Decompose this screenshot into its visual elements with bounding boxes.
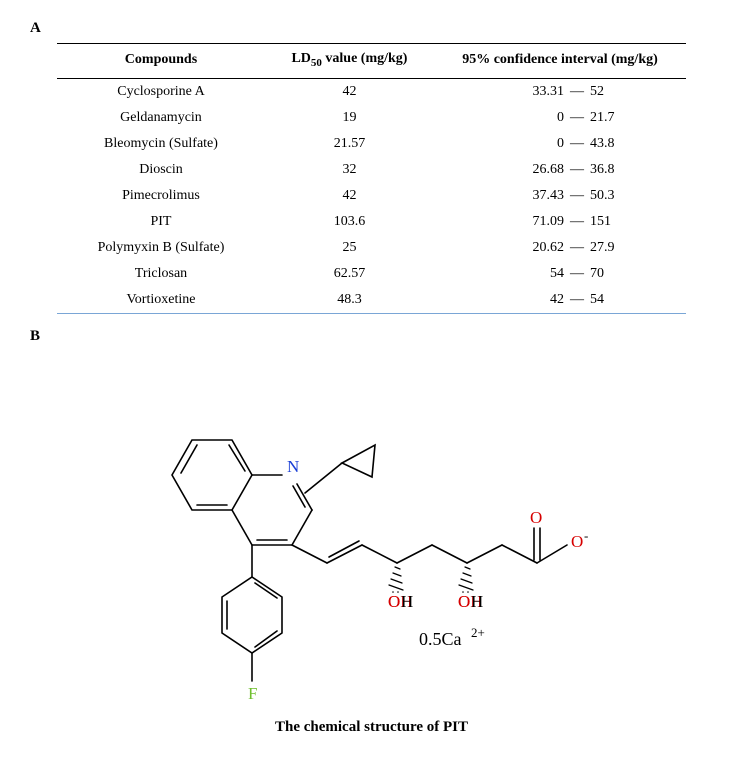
- cell-ld50: 48.3: [265, 287, 435, 314]
- cell-compound: Geldanamycin: [57, 105, 264, 131]
- panel-a-label: A: [30, 20, 713, 37]
- th-ld50: LD50 value (mg/kg): [265, 44, 435, 79]
- cell-ld50: 32: [265, 157, 435, 183]
- panel-b-caption: The chemical structure of PIT: [275, 719, 468, 736]
- ld50-sub: 50: [311, 57, 322, 69]
- ca-sup: 2+: [471, 625, 485, 640]
- cell-ld50: 42: [265, 183, 435, 209]
- table-row: Polymyxin B (Sulfate)2520.62—27.9: [57, 235, 685, 261]
- cell-ci: 33.31—52: [434, 78, 685, 105]
- pit-structure: N OH OH O H O H O O - F 0.5Ca 2+: [137, 345, 607, 715]
- table-row: PIT103.671.09—151: [57, 209, 685, 235]
- table-row: Cyclosporine A4233.31—52: [57, 78, 685, 105]
- cell-ld50: 42: [265, 78, 435, 105]
- cell-compound: Dioscin: [57, 157, 264, 183]
- ld50-table: Compounds LD50 value (mg/kg) 95% confide…: [57, 43, 685, 314]
- cell-ld50: 62.57: [265, 261, 435, 287]
- th-ci: 95% confidence interval (mg/kg): [434, 44, 685, 79]
- atom-OH1-H: H: [401, 592, 413, 611]
- th-compounds: Compounds: [57, 44, 264, 79]
- cell-ci: 0—21.7: [434, 105, 685, 131]
- table-row: Geldanamycin190—21.7: [57, 105, 685, 131]
- table-body: Cyclosporine A4233.31—52Geldanamycin190—…: [57, 78, 685, 313]
- atom-OH2-O: O: [458, 592, 470, 611]
- cell-compound: PIT: [57, 209, 264, 235]
- cell-compound: Pimecrolimus: [57, 183, 264, 209]
- atom-F: F: [248, 684, 257, 703]
- cell-ci: 0—43.8: [434, 131, 685, 157]
- table-row: Pimecrolimus4237.43—50.3: [57, 183, 685, 209]
- table-row: Dioscin3226.68—36.8: [57, 157, 685, 183]
- cell-compound: Triclosan: [57, 261, 264, 287]
- atom-N: N: [287, 457, 299, 476]
- table-row: Triclosan62.5754—70: [57, 261, 685, 287]
- cell-ci: 37.43—50.3: [434, 183, 685, 209]
- cell-ci: 54—70: [434, 261, 685, 287]
- table-row: Bleomycin (Sulfate)21.570—43.8: [57, 131, 685, 157]
- cell-compound: Bleomycin (Sulfate): [57, 131, 264, 157]
- cell-ld50: 25: [265, 235, 435, 261]
- cell-ci: 42—54: [434, 287, 685, 314]
- cell-ci: 26.68—36.8: [434, 157, 685, 183]
- atom-O-minus-charge: -: [584, 528, 588, 543]
- cell-ld50: 21.57: [265, 131, 435, 157]
- cell-ld50: 19: [265, 105, 435, 131]
- cell-ci: 20.62—27.9: [434, 235, 685, 261]
- panel-b-label: B: [30, 328, 713, 345]
- atom-OH1-O: O: [388, 592, 400, 611]
- atom-OH2-H: H: [471, 592, 483, 611]
- table-row: Vortioxetine48.342—54: [57, 287, 685, 314]
- cell-compound: Vortioxetine: [57, 287, 264, 314]
- ld50-prefix: LD: [291, 51, 310, 66]
- cell-compound: Cyclosporine A: [57, 78, 264, 105]
- cell-ld50: 103.6: [265, 209, 435, 235]
- cell-compound: Polymyxin B (Sulfate): [57, 235, 264, 261]
- cell-ci: 71.09—151: [434, 209, 685, 235]
- ca-label: 0.5Ca: [419, 629, 462, 649]
- atom-O-minus: O: [571, 532, 583, 551]
- atom-O-double: O: [530, 508, 542, 527]
- ld50-suffix: value (mg/kg): [322, 51, 408, 66]
